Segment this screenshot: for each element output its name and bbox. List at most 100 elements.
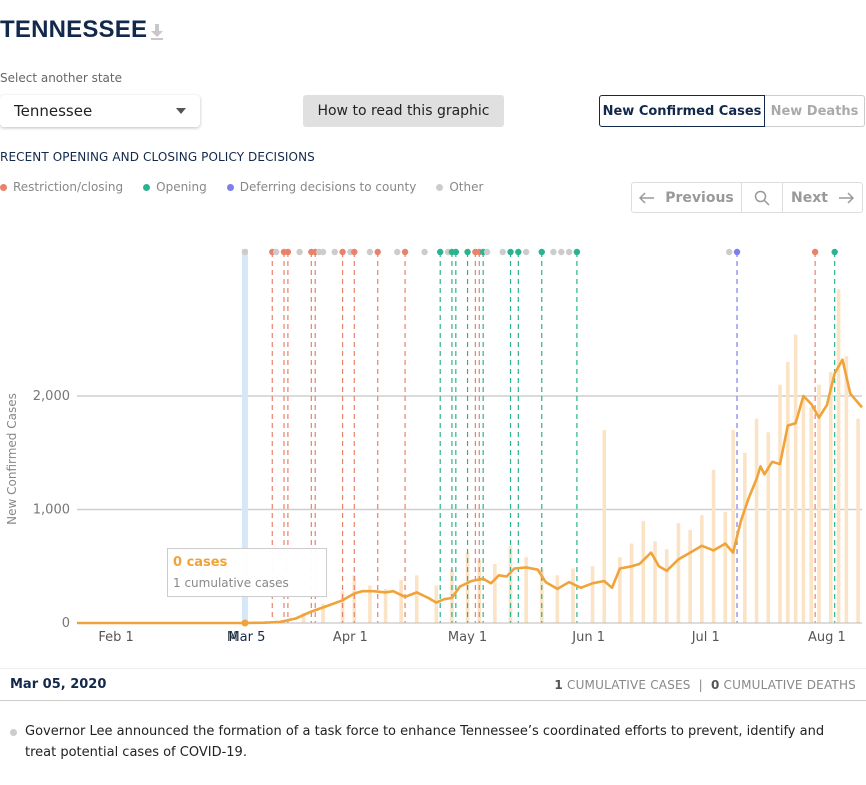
daily-bar-3	[352, 575, 357, 623]
legend-restriction-dot	[0, 183, 7, 191]
y-tick-label-2: 2,000	[33, 389, 70, 404]
daily-bar-23	[653, 541, 657, 623]
policy-dot-35	[565, 248, 573, 256]
how-to-read-button[interactable]: How to read this graphic	[303, 95, 504, 127]
daily-bar-21	[629, 543, 634, 623]
policy-dot-4	[284, 248, 292, 256]
daily-bar-11	[477, 559, 482, 623]
daily-bar-1	[321, 603, 325, 623]
daily-bar-28	[711, 469, 716, 623]
daily-bar-18	[590, 566, 595, 623]
policy-dot-36	[573, 248, 581, 256]
daily-bar-32	[754, 418, 759, 623]
daily-bar-31	[743, 452, 747, 623]
event-description: Governor Lee announced the formation of …	[0, 701, 866, 785]
policy-dot-23	[464, 248, 471, 256]
policy-dot-27	[483, 248, 491, 256]
next-label: Next	[791, 189, 828, 206]
metric-tabs: New Confirmed Cases New Deaths	[599, 95, 865, 127]
y-tick-label-0: 0	[62, 616, 70, 631]
policy-dot-10	[331, 248, 338, 256]
y-tick-label-1: 1,000	[33, 503, 70, 518]
daily-bar-29	[723, 511, 728, 623]
daily-bar-22	[641, 520, 646, 623]
search-button[interactable]	[742, 183, 783, 212]
state-title: TENNESSEE	[0, 16, 148, 43]
legend-opening-label: Opening	[156, 180, 207, 194]
daily-bar-7	[414, 575, 419, 623]
selected-point	[241, 619, 249, 627]
legend-deferring-label: Deferring decisions to county	[239, 180, 417, 194]
chart-tooltip: 0 cases 1 cumulative cases	[167, 548, 327, 597]
search-icon	[754, 190, 770, 206]
daily-bar-12	[493, 563, 497, 623]
policy-dot-13	[351, 248, 358, 256]
x-tick-label-2: Apr 1	[333, 630, 368, 645]
daily-bar-37	[801, 396, 806, 623]
previous-label: Previous	[665, 189, 734, 206]
policy-dot-29	[507, 248, 514, 256]
cumulative-deaths-value: 0	[710, 678, 720, 692]
policy-dot-37	[726, 248, 733, 256]
daily-bar-14	[524, 557, 528, 623]
policy-dot-5	[296, 248, 303, 256]
stats-separator: |	[698, 678, 703, 692]
policy-dot-22	[452, 248, 460, 256]
daily-bar-0	[301, 612, 306, 623]
x-tick-label-5: Jul 1	[691, 630, 720, 645]
policy-dot-30	[515, 248, 522, 256]
policy-dot-14	[366, 248, 374, 256]
event-text: Governor Lee announced the formation of …	[25, 724, 825, 760]
state-select[interactable]: Tennessee	[0, 95, 200, 127]
download-icon[interactable]	[148, 22, 166, 42]
daily-bar-24	[664, 549, 669, 623]
daily-bar-41	[836, 289, 841, 623]
policy-dot-18	[421, 248, 428, 256]
daily-bar-26	[688, 529, 692, 623]
daily-bar-39	[817, 384, 821, 623]
policy-dot-19	[437, 248, 444, 256]
legend-restriction-label: Restriction/closing	[13, 180, 124, 194]
policy-dot-39	[811, 248, 819, 256]
legend-other-label: Other	[449, 180, 484, 194]
previous-button[interactable]: Previous	[632, 183, 742, 212]
policy-dot-16	[394, 248, 401, 256]
summary-bar: Mar 05, 2020 1 CUMULATIVE CASES | 0 CUMU…	[0, 668, 866, 701]
legend-deferring: Deferring decisions to county	[226, 180, 417, 194]
daily-bar-43	[856, 418, 860, 623]
x-tick-label-3: May 1	[448, 630, 487, 645]
daily-bar-13	[508, 545, 513, 623]
policy-dot-17	[401, 248, 409, 256]
tab-new-deaths[interactable]: New Deaths	[765, 95, 865, 127]
daily-bar-25	[676, 523, 681, 623]
legend-other: Other	[436, 180, 483, 194]
x-tick-label-1: M	[227, 630, 238, 645]
selected-date-tick-label: Mar 5	[228, 630, 265, 645]
selected-date: Mar 05, 2020	[10, 677, 107, 692]
daily-bar-38	[809, 407, 814, 623]
daily-bar-36	[793, 334, 798, 623]
daily-bar-6	[399, 579, 403, 623]
next-button[interactable]: Next	[783, 183, 862, 212]
arrow-left-icon	[639, 191, 655, 204]
daily-bar-42	[844, 356, 849, 623]
cumulative-deaths-label: CUMULATIVE DEATHS	[723, 678, 856, 692]
policy-dot-31	[522, 248, 530, 256]
policy-dot-34	[558, 248, 565, 256]
cases-line	[77, 358, 863, 625]
policy-dot-11	[339, 248, 346, 256]
policy-dot-38	[733, 248, 741, 256]
daily-bar-17	[571, 568, 575, 623]
daily-bar-20	[618, 557, 622, 623]
legend-other-dot	[436, 183, 444, 191]
daily-bar-40	[828, 372, 833, 623]
tab-new-confirmed-cases[interactable]: New Confirmed Cases	[599, 95, 765, 127]
policy-dot-2	[272, 248, 280, 256]
x-tick-label-0: Feb 1	[98, 630, 133, 645]
cases-chart[interactable]: 0 1,000 2,000 New Confirmed Cases Feb 1 M Apr …	[0, 235, 866, 655]
tooltip-cumulative: 1 cumulative cases	[173, 576, 289, 590]
chevron-down-icon	[176, 108, 186, 114]
policy-dot-9	[319, 248, 327, 256]
daily-bar-8	[434, 585, 439, 623]
state-select-value: Tennessee	[14, 102, 93, 120]
